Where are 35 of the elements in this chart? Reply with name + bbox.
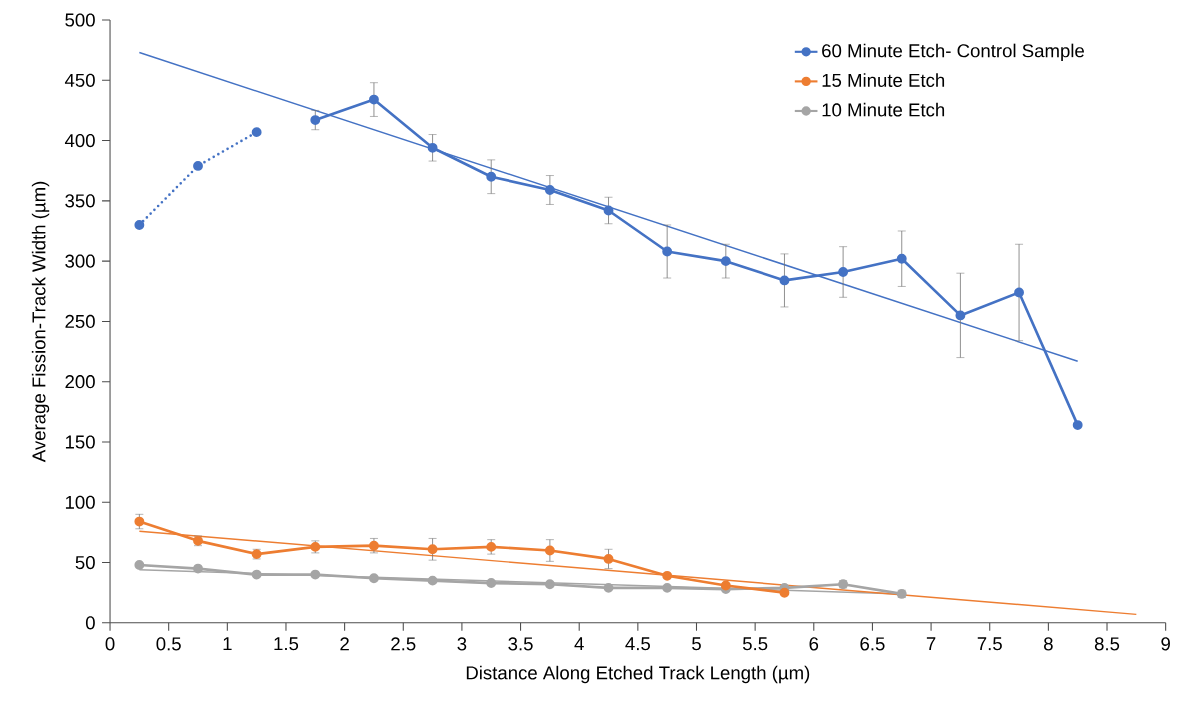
- x-tick-label: 2.5: [391, 637, 416, 651]
- legend-label: 15 Minute Etch: [822, 73, 945, 87]
- x-tick-label: 8: [1044, 637, 1053, 651]
- y-tick-label: 250: [65, 314, 95, 329]
- y-tick-label: 100: [65, 495, 95, 509]
- y-tick-label: 500: [65, 13, 95, 27]
- y-tick-label: 150: [65, 435, 95, 449]
- y-axis-title: Average Fission-Track Width (µm): [31, 181, 50, 463]
- y-tick-label: 50: [75, 556, 95, 570]
- y-tick-label: 350: [65, 194, 95, 208]
- x-tick-label: 0: [105, 637, 115, 651]
- legend-label: 60 Minute Etch- Control Sample: [822, 43, 1084, 62]
- x-axis-title: Distance Along Etched Track Length (µm): [466, 665, 810, 684]
- y-tick-label: 200: [65, 375, 95, 389]
- y-tick-label: 450: [64, 73, 95, 87]
- x-tick-label: 7: [926, 637, 936, 651]
- x-tick-label: 6.5: [860, 637, 885, 651]
- x-tick-label: 8.5: [1094, 637, 1120, 651]
- legend-label: 10 Minute Etch: [822, 102, 945, 117]
- x-tick-label: 5.5: [742, 637, 768, 651]
- y-tick-label: 0: [85, 616, 95, 630]
- y-tick-label: 400: [64, 134, 95, 148]
- y-tick-label: 300: [65, 254, 95, 268]
- x-tick-label: 0.5: [156, 637, 181, 651]
- x-tick-label: 1: [223, 637, 232, 651]
- x-tick-label: 4.5: [625, 637, 650, 651]
- x-tick-label: 4: [574, 637, 584, 651]
- x-tick-label: 1.5: [274, 637, 299, 651]
- x-tick-label: 6: [809, 637, 819, 651]
- x-tick-label: 3: [457, 637, 467, 651]
- x-tick-label: 7.5: [977, 637, 1002, 651]
- x-tick-label: 9: [1161, 637, 1170, 651]
- x-tick-label: 2: [340, 637, 349, 651]
- x-tick-label: 5: [692, 637, 701, 651]
- x-tick-label: 3.5: [508, 637, 533, 651]
